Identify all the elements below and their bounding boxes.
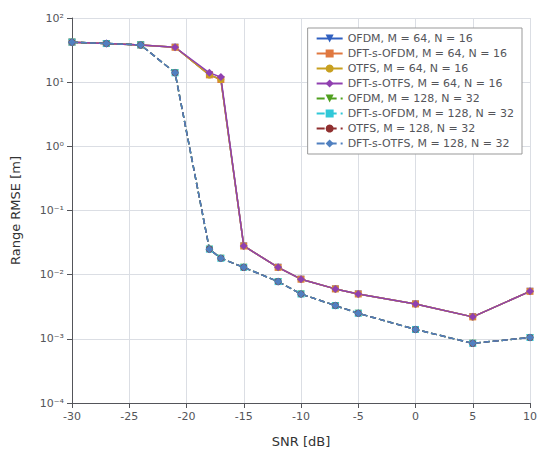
svg-text:DFT-s-OTFS, M = 64, N = 16: DFT-s-OTFS, M = 64, N = 16	[348, 77, 503, 90]
svg-text:DFT-s-OTFS, M = 128, N = 32: DFT-s-OTFS, M = 128, N = 32	[348, 137, 510, 150]
svg-text:-5: -5	[353, 410, 364, 423]
svg-text:OTFS, M = 128, N = 32: OTFS, M = 128, N = 32	[348, 122, 476, 135]
svg-text:OFDM, M = 128, N = 32: OFDM, M = 128, N = 32	[348, 92, 480, 105]
svg-text:-20: -20	[178, 410, 196, 423]
svg-text:10: 10	[523, 410, 537, 423]
svg-text:-15: -15	[235, 410, 253, 423]
svg-text:-10: -10	[292, 410, 310, 423]
svg-text:OTFS, M = 64, N = 16: OTFS, M = 64, N = 16	[348, 62, 469, 75]
svg-text:DFT-s-OFDM, M = 64, N = 16: DFT-s-OFDM, M = 64, N = 16	[348, 47, 507, 60]
svg-text:10⁻⁴: 10⁻⁴	[40, 397, 65, 410]
svg-text:10⁰: 10⁰	[46, 140, 65, 153]
svg-text:SNR [dB]: SNR [dB]	[272, 434, 330, 449]
svg-text:10⁻³: 10⁻³	[40, 332, 64, 345]
svg-text:10⁻¹: 10⁻¹	[40, 204, 64, 217]
svg-text:-30: -30	[63, 410, 81, 423]
svg-text:-25: -25	[120, 410, 138, 423]
svg-text:0: 0	[412, 410, 419, 423]
svg-text:10²: 10²	[46, 12, 64, 25]
svg-text:Range RMSE [m]: Range RMSE [m]	[8, 156, 23, 265]
svg-text:OFDM, M = 64, N = 16: OFDM, M = 64, N = 16	[348, 32, 473, 45]
svg-text:10⁻²: 10⁻²	[40, 268, 64, 281]
svg-text:DFT-s-OFDM, M = 128, N = 32: DFT-s-OFDM, M = 128, N = 32	[348, 107, 514, 120]
svg-text:10¹: 10¹	[46, 76, 64, 89]
svg-text:5: 5	[469, 410, 476, 423]
